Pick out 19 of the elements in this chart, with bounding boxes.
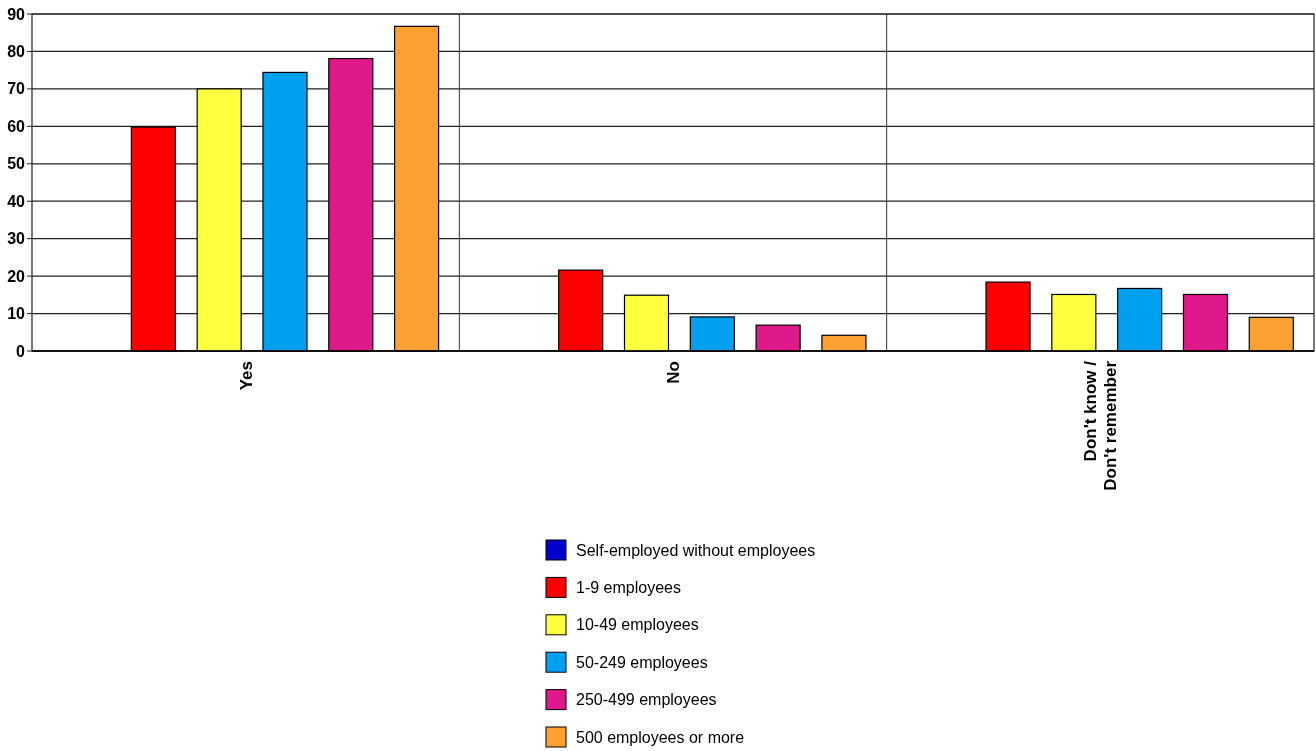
y-tick-label: 40 [7,192,26,210]
legend-label: 1-9 employees [576,579,681,596]
y-tick-label: 30 [7,230,26,248]
y-tick-label: 20 [7,267,26,285]
y-tick-label: 90 [7,5,26,23]
x-tick-label: Yes [236,361,256,391]
y-tick-label: 60 [7,117,26,135]
y-tick-label: 10 [7,305,26,323]
legend-label: 50-249 employees [576,653,708,671]
legend-label: Self-employed without employees [576,541,816,559]
y-tick-label: 0 [16,342,26,360]
y-tick-label: 70 [7,80,26,98]
legend-label: 10-49 employees [576,616,699,634]
y-tick-label: 80 [7,43,26,61]
legend-label: 500 employees or more [576,728,745,746]
y-tick-label: 50 [7,155,26,173]
x-tick-label: No [663,361,683,384]
legend-label: 250-499 employees [576,691,717,709]
x-tick-label: Don't know / Don't remember [1081,360,1121,491]
